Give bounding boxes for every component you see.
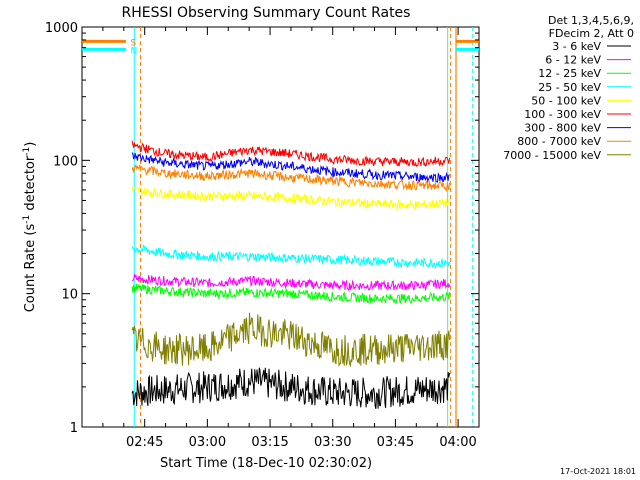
legend-entry-label: 800 - 7000 keV: [517, 135, 601, 148]
x-tick-label: 04:00: [439, 435, 476, 450]
legend-header: Det 1,3,4,5,6,9,FDecim 2, Att 0: [548, 14, 634, 40]
series-line-1: [131, 272, 451, 292]
legend-header-line: Det 1,3,4,5,6,9,: [548, 14, 634, 27]
series-line-5: [131, 140, 451, 168]
x-tick-label: 03:15: [251, 435, 288, 450]
x-tick-label: 03:45: [377, 435, 414, 450]
flag-label-s: S: [130, 38, 136, 48]
timestamp: 17-Oct-2021 18:01: [560, 467, 636, 476]
legend-entry-label: 3 - 6 keV: [552, 40, 601, 53]
y-tick-label: 1: [70, 421, 78, 436]
instrument-state-markers: SN: [82, 27, 479, 427]
x-tick-label: 03:30: [314, 435, 351, 450]
series-line-7: [131, 163, 451, 192]
legend-entry-label: 300 - 800 keV: [524, 122, 601, 135]
x-tick-label: 03:00: [189, 435, 226, 450]
y-axis: 1 10 100 1000: [45, 21, 479, 436]
legend-entry-label: 100 - 300 keV: [524, 108, 601, 121]
legend-entry-label: 50 - 100 keV: [531, 94, 601, 107]
y-tick-label: 1000: [45, 21, 78, 36]
series-line-4: [131, 186, 451, 211]
series-line-6: [131, 152, 450, 184]
plot-frame: [81, 26, 480, 428]
x-tick-label: 02:45: [126, 435, 163, 450]
legend-entry-label: 12 - 25 keV: [538, 67, 601, 80]
series-line-3: [131, 244, 451, 270]
series-group: [131, 140, 451, 410]
y-tick-label: 10: [61, 288, 78, 303]
x-axis-label: Start Time (18-Dec-10 02:30:02): [160, 456, 372, 471]
series-line-0: [131, 367, 451, 410]
legend-entry-label: 25 - 50 keV: [538, 81, 601, 94]
y-tick-label: 100: [53, 154, 78, 169]
legend-entry-label: 7000 - 15000 keV: [503, 149, 601, 162]
x-axis: 02:45 03:00 03:15 03:30 03:45 04:00: [81, 27, 480, 450]
legend-entry-label: 6 - 12 keV: [545, 54, 601, 67]
chart-title: RHESSI Observing Summary Count Rates: [122, 5, 411, 21]
flag-label-n: N: [130, 46, 137, 56]
series-line-8: [131, 312, 451, 368]
series-line-2: [131, 283, 451, 305]
legend-header-line: FDecim 2, Att 0: [549, 27, 634, 40]
y-axis-label: Count Rate (s-1 detector-1): [22, 142, 38, 313]
